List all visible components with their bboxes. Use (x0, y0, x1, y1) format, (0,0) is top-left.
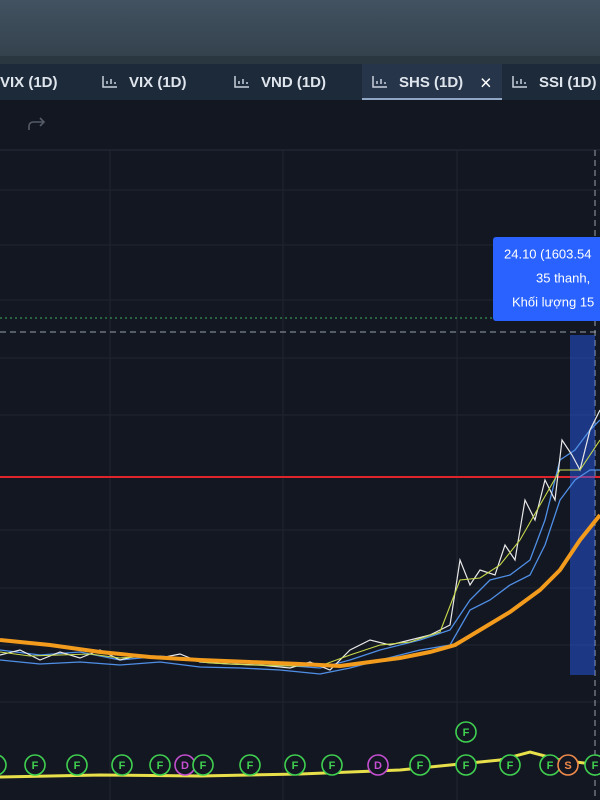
marker-circle (239, 754, 261, 776)
marker-label: F (417, 760, 424, 772)
event-marker[interactable]: F (409, 754, 431, 776)
event-marker[interactable]: F (584, 754, 600, 776)
event-marker[interactable]: F (539, 754, 561, 776)
ma-slow (0, 513, 600, 669)
event-marker[interactable]: S (557, 754, 579, 776)
tab-label: SHS (1D) (399, 74, 463, 91)
tab[interactable]: SHS (1D) × (362, 64, 502, 100)
marker-circle (455, 754, 477, 776)
event-marker[interactable]: F (284, 754, 306, 776)
marker-label: F (200, 760, 207, 772)
marker-label: D (181, 760, 189, 772)
marker-label: F (547, 760, 554, 772)
tab-label: VND (1D) (261, 74, 326, 91)
tab-icon (234, 76, 249, 88)
tooltip-box (493, 237, 600, 321)
marker-circle (284, 754, 306, 776)
event-marker[interactable]: F (455, 754, 477, 776)
marker-circle (24, 754, 46, 776)
marker-circle (321, 754, 343, 776)
tab[interactable]: SSI (1D) (512, 74, 597, 91)
tab[interactable]: VIX (1D) (0, 74, 58, 91)
tooltip-line: 35 thanh, (536, 270, 590, 285)
marker-circle (367, 754, 389, 776)
marker-label: F (507, 760, 514, 772)
marker-circle (499, 754, 521, 776)
event-marker[interactable]: F (499, 754, 521, 776)
marker-label: F (463, 760, 470, 772)
marker-circle (455, 721, 477, 743)
marker-circle (584, 754, 600, 776)
ma-fast (0, 439, 600, 667)
tab-label: VIX (1D) (129, 74, 187, 91)
marker-label: F (32, 760, 39, 772)
tooltip-line: Khối lượng 15 (512, 294, 594, 309)
price-line (0, 409, 600, 671)
marker-circle (0, 754, 7, 776)
event-marker[interactable]: F (24, 754, 46, 776)
event-marker[interactable]: D (367, 754, 389, 776)
toolbar (0, 100, 600, 150)
event-marker[interactable]: F (321, 754, 343, 776)
event-marker[interactable]: F (149, 754, 171, 776)
event-marker[interactable]: F (66, 754, 88, 776)
top-bar (0, 0, 600, 56)
volume-ma (0, 750, 600, 779)
event-marker[interactable]: F (0, 754, 7, 776)
marker-label: F (74, 760, 81, 772)
marker-label: F (119, 760, 126, 772)
event-markers: FFFFFDFFFFDFFFFSFF (0, 721, 600, 776)
marker-circle (111, 754, 133, 776)
marker-label: F (292, 760, 299, 772)
tab-icon (102, 76, 117, 88)
event-marker[interactable]: D (174, 754, 196, 776)
tab-close[interactable]: × (480, 72, 492, 94)
tab-icon (512, 76, 527, 88)
event-marker[interactable]: F (111, 754, 133, 776)
tab-label: SSI (1D) (539, 74, 597, 91)
event-marker[interactable]: F (455, 721, 477, 743)
tab-icon (372, 76, 387, 88)
marker-label: F (592, 760, 599, 772)
tabs: VIX (1D) VIX (1D) VND (1D) SHS (1D) × SSI (1D… (0, 64, 597, 100)
marker-circle (149, 754, 171, 776)
tab[interactable]: VIX (1D) (102, 74, 187, 91)
tab[interactable]: VND (1D) (234, 74, 326, 91)
marker-label: F (157, 760, 164, 772)
marker-label: F (463, 727, 470, 739)
top-gap (0, 56, 600, 64)
redo-button[interactable] (28, 117, 46, 130)
marker-circle (192, 754, 214, 776)
band-upper (0, 419, 600, 669)
marker-circle (409, 754, 431, 776)
marker-label: F (329, 760, 336, 772)
marker-circle (557, 754, 579, 776)
highlight-range (570, 335, 595, 675)
marker-circle (66, 754, 88, 776)
tooltip: 24.10 (1603.54 35 thanh, Khối lượng 15 (493, 237, 600, 321)
event-marker[interactable]: F (239, 754, 261, 776)
tooltip-line: 24.10 (1603.54 (504, 246, 591, 261)
tab-label: VIX (1D) (0, 74, 58, 91)
event-marker[interactable]: F (192, 754, 214, 776)
marker-label: F (247, 760, 254, 772)
marker-label: S (564, 760, 571, 772)
marker-label: D (374, 760, 382, 772)
band-lower (0, 469, 600, 675)
